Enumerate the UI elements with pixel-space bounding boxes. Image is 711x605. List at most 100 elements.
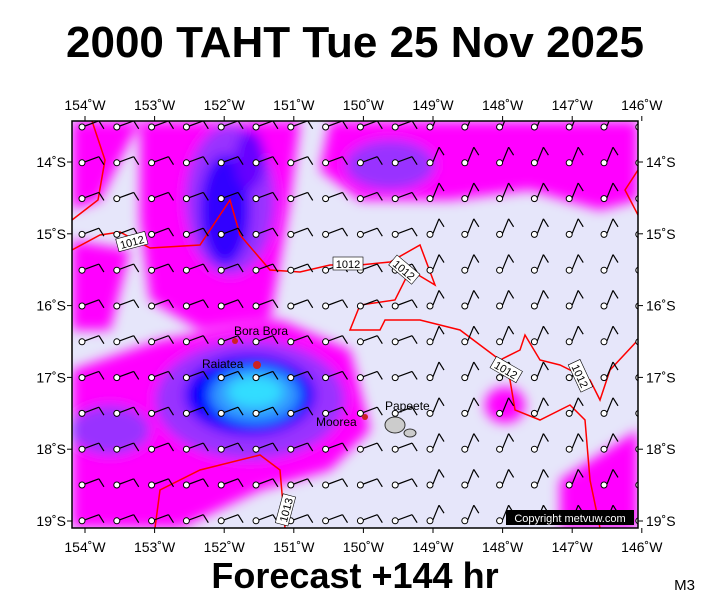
barb-staff — [467, 397, 475, 413]
barb-staff — [328, 478, 343, 485]
barb-flag — [307, 406, 314, 416]
barb-flag — [98, 192, 105, 201]
barb-flag — [272, 227, 279, 237]
barb-flag — [376, 192, 383, 201]
barb-staff — [84, 156, 100, 163]
station — [113, 123, 121, 131]
barb-staff — [642, 326, 648, 341]
station — [635, 481, 638, 489]
barb-flag — [272, 371, 279, 380]
station — [322, 195, 330, 203]
station — [148, 266, 156, 274]
station — [217, 481, 225, 489]
station — [356, 230, 364, 238]
barb-flag — [411, 371, 418, 380]
barb-staff — [363, 442, 378, 449]
barb-staff — [571, 325, 579, 342]
station — [182, 230, 190, 238]
barb-flag — [577, 325, 584, 335]
barb-staff — [571, 121, 575, 127]
barb-flag — [202, 121, 209, 130]
station — [217, 123, 225, 131]
lon-label: 151˚W — [273, 539, 315, 555]
barb-flag — [98, 156, 105, 165]
station — [78, 302, 86, 310]
place-label: Moorea — [316, 415, 357, 429]
lat-label: 19˚S — [36, 513, 66, 529]
barb-flag — [237, 371, 244, 380]
barb-flag — [474, 111, 479, 119]
barb-staff — [536, 146, 544, 163]
station — [78, 195, 86, 203]
barb-staff — [154, 478, 169, 485]
barb-staff — [432, 504, 440, 521]
barb-flag — [376, 121, 383, 130]
barb-staff — [502, 146, 510, 163]
barb-flag — [202, 156, 209, 165]
barb-flag — [98, 263, 105, 273]
barb-flag — [376, 335, 383, 344]
station — [565, 409, 573, 417]
barb-flag — [542, 290, 549, 299]
barb-staff — [606, 361, 614, 377]
station — [391, 374, 399, 382]
station — [461, 195, 469, 203]
station — [530, 445, 538, 453]
barb-flag — [612, 146, 619, 156]
station — [530, 159, 538, 167]
station — [148, 230, 156, 238]
station — [78, 374, 86, 382]
barb-flag — [202, 406, 209, 416]
station — [496, 123, 504, 131]
barb-staff — [397, 299, 413, 306]
barb-flag — [438, 504, 445, 514]
barb-staff — [84, 299, 100, 306]
barb-flag — [168, 371, 175, 380]
barb-staff — [258, 335, 274, 342]
station — [113, 481, 121, 489]
barb-flag — [438, 433, 445, 442]
station — [565, 230, 573, 238]
barb-staff — [258, 442, 274, 449]
isobar-label-bg — [567, 359, 594, 393]
station — [252, 481, 260, 489]
station — [565, 481, 573, 489]
barb-staff — [536, 325, 544, 342]
barb-flag — [272, 263, 279, 273]
station — [496, 517, 504, 525]
barb-flag — [307, 478, 314, 488]
barb-staff — [363, 191, 378, 199]
barb-flag — [237, 299, 244, 309]
barb-staff — [363, 263, 378, 270]
lat-label: 14˚S — [646, 154, 676, 170]
barb-staff — [223, 442, 239, 449]
barb-staff — [397, 227, 413, 234]
barb-flag — [342, 299, 349, 309]
station — [635, 266, 638, 274]
barb-flag — [543, 111, 548, 119]
barb-flag — [98, 227, 105, 237]
barb-flag — [508, 254, 515, 263]
station — [391, 517, 399, 525]
barb-staff — [642, 111, 648, 126]
station — [113, 445, 121, 453]
station — [635, 195, 638, 203]
barb-staff — [293, 514, 308, 521]
barb-flag — [612, 361, 619, 371]
station — [148, 445, 156, 453]
lat-label: 18˚S — [646, 441, 676, 457]
lon-label: 150˚W — [343, 539, 385, 555]
barb-flag — [342, 442, 349, 452]
station — [322, 123, 330, 131]
barb-flag — [133, 299, 140, 309]
station — [426, 481, 434, 489]
barb-staff — [293, 478, 308, 485]
barb-staff — [642, 183, 648, 198]
barb-flag — [272, 478, 279, 488]
barb-flag — [473, 182, 480, 192]
station — [461, 159, 469, 167]
station — [565, 159, 573, 167]
barb-staff — [154, 227, 169, 234]
barb-staff — [432, 361, 440, 377]
barb-flag — [202, 478, 209, 488]
